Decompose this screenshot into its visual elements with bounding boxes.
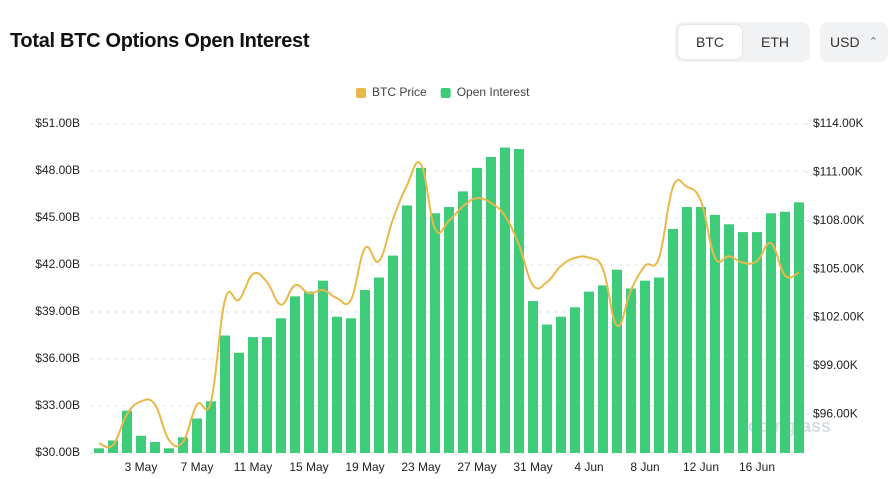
chart-title: Total BTC Options Open Interest (10, 30, 310, 52)
bar (556, 316, 566, 453)
y2-tick-label: $108.00K (813, 213, 864, 227)
y2-tick-label: $99.00K (813, 358, 858, 372)
legend-swatch (440, 88, 451, 98)
bar (290, 296, 300, 453)
x-tick-label: 7 May (181, 460, 214, 474)
legend-label: BTC Price (372, 85, 427, 99)
bar (794, 202, 804, 453)
bar (696, 207, 706, 453)
bar (500, 147, 510, 453)
y-tick-label: $42.00B (35, 257, 80, 271)
bar (444, 207, 454, 453)
bar (780, 211, 790, 453)
bar (710, 214, 720, 453)
bar (528, 301, 538, 453)
bar (570, 307, 580, 453)
x-tick-label: 16 Jun (739, 460, 775, 474)
bar (346, 318, 356, 453)
x-tick-label: 11 May (234, 460, 272, 474)
x-tick-label: 8 Jun (630, 460, 659, 474)
x-tick-label: 4 Jun (574, 460, 603, 474)
bar (164, 448, 174, 453)
y2-tick-label: $114.00K (813, 116, 864, 130)
bar (402, 205, 412, 453)
bar (542, 324, 552, 453)
bar (472, 167, 482, 453)
bar (388, 255, 398, 453)
bar (108, 440, 118, 453)
x-tick-label: 27 May (457, 460, 496, 474)
bar (192, 418, 202, 453)
currency-select[interactable]: USD ⌃ (820, 22, 888, 62)
bar (332, 316, 342, 453)
bar (626, 288, 636, 453)
bar (248, 337, 258, 453)
y2-tick-label: $96.00K (813, 406, 858, 420)
bar (206, 401, 216, 453)
bar (486, 156, 496, 453)
bar (318, 280, 328, 453)
y-tick-label: $36.00B (35, 351, 80, 365)
bar (584, 291, 594, 453)
bar (724, 224, 734, 453)
bar (262, 337, 272, 453)
currency-label: USD (830, 34, 860, 50)
bar (682, 207, 692, 453)
bar (612, 269, 622, 453)
bar (458, 191, 468, 453)
x-tick-label: 3 May (125, 460, 158, 474)
bar (738, 232, 748, 453)
x-tick-label: 31 May (513, 460, 552, 474)
x-tick-label: 23 May (401, 460, 440, 474)
bar (276, 318, 286, 453)
bar (150, 442, 160, 453)
bar (374, 277, 384, 453)
y2-tick-label: $111.00K (813, 165, 863, 179)
y-tick-label: $51.00B (35, 116, 80, 130)
x-tick-label: 15 May (289, 460, 328, 474)
bar (640, 280, 650, 453)
bar (94, 448, 104, 453)
price-line (98, 161, 800, 449)
bar (220, 335, 230, 453)
select-arrow: ⌃ (868, 36, 878, 48)
bar (654, 277, 664, 453)
bar (360, 290, 370, 453)
legend-label: Open Interest (457, 85, 530, 99)
bar (668, 228, 678, 453)
y-tick-label: $48.00B (35, 163, 80, 177)
bar (234, 352, 244, 453)
bar (178, 437, 188, 453)
x-tick-label: 12 Jun (683, 460, 719, 474)
asset-button[interactable]: BTC (678, 25, 742, 59)
y-tick-label: $33.00B (35, 398, 80, 412)
y-tick-label: $30.00B (35, 445, 80, 459)
y-tick-label: $45.00B (35, 210, 80, 224)
bar (304, 291, 314, 453)
bar (514, 149, 524, 454)
bar (766, 213, 776, 453)
bar (598, 285, 608, 453)
y2-tick-label: $105.00K (813, 261, 864, 275)
bar (122, 410, 132, 453)
legend-swatch (356, 88, 366, 98)
bar (416, 167, 426, 453)
bar (430, 213, 440, 453)
y-tick-label: $39.00B (35, 304, 80, 318)
asset-button[interactable]: ETH (761, 34, 789, 50)
asset-toggle: BTC ETH (675, 22, 810, 62)
bar (136, 435, 146, 453)
x-tick-label: 19 May (345, 460, 384, 474)
y2-tick-label: $102.00K (813, 310, 864, 324)
bar (752, 232, 762, 453)
